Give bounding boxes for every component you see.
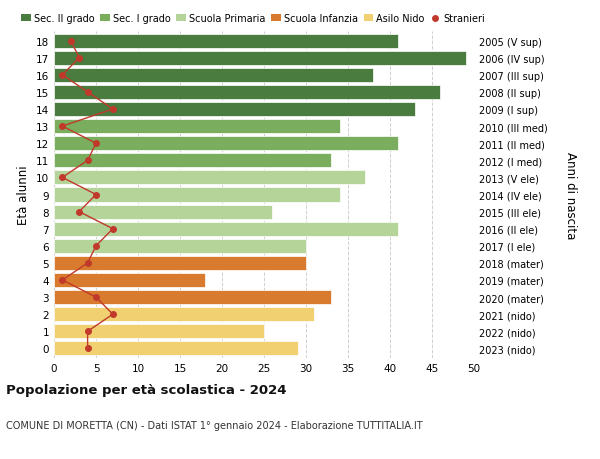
Bar	[54, 171, 365, 185]
Bar	[54, 341, 298, 356]
Bar	[54, 51, 466, 66]
Legend: Sec. II grado, Sec. I grado, Scuola Primaria, Scuola Infanzia, Asilo Nido, Stran: Sec. II grado, Sec. I grado, Scuola Prim…	[21, 14, 485, 24]
Bar	[54, 188, 340, 202]
Bar	[54, 34, 398, 49]
Bar	[54, 154, 331, 168]
Bar	[54, 274, 205, 287]
Bar	[54, 256, 306, 270]
Bar	[54, 120, 340, 134]
Bar	[54, 137, 398, 151]
Bar	[54, 86, 440, 100]
Bar	[54, 103, 415, 117]
Bar	[54, 325, 264, 339]
Y-axis label: Età alunni: Età alunni	[17, 165, 31, 225]
Bar	[54, 308, 314, 321]
Bar	[54, 239, 306, 253]
Text: Popolazione per età scolastica - 2024: Popolazione per età scolastica - 2024	[6, 383, 287, 396]
Y-axis label: Anni di nascita: Anni di nascita	[564, 151, 577, 239]
Bar	[54, 222, 398, 236]
Bar	[54, 69, 373, 83]
Text: COMUNE DI MORETTA (CN) - Dati ISTAT 1° gennaio 2024 - Elaborazione TUTTITALIA.IT: COMUNE DI MORETTA (CN) - Dati ISTAT 1° g…	[6, 420, 422, 430]
Bar	[54, 291, 331, 304]
Bar	[54, 205, 272, 219]
